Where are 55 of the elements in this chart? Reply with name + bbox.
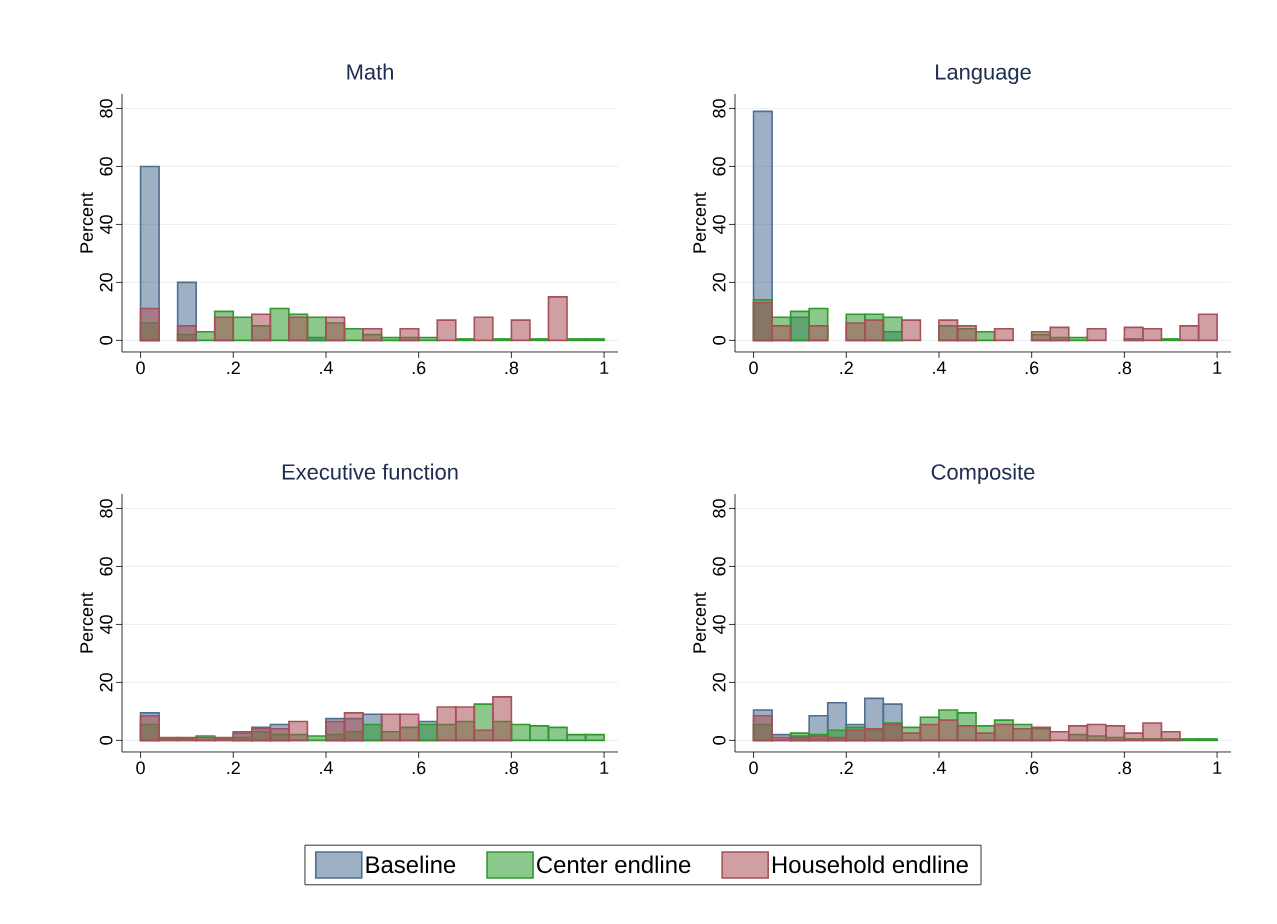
y-tick-label: 20 (99, 273, 113, 292)
y-tick-label: 20 (99, 673, 113, 692)
x-tick-label: 0 (749, 361, 758, 375)
legend-label: Household endline (772, 855, 968, 874)
x-tick-label: .4 (933, 361, 946, 374)
y-tick-label: 20 (712, 273, 726, 292)
y-tick-label: 80 (712, 499, 726, 518)
chart-title: Language (936, 64, 1031, 85)
y-axis-title: Percent (693, 192, 706, 253)
x-tick-label: .8 (1118, 361, 1132, 375)
legend-label: Center endline (537, 855, 691, 874)
x-tick-label: .6 (412, 761, 426, 775)
y-tick-label: 60 (712, 557, 726, 576)
y-tick-label: 40 (712, 215, 726, 234)
x-tick-label: .2 (840, 361, 853, 375)
x-tick-label: .2 (840, 761, 853, 775)
y-axis-title: Percent (80, 592, 93, 653)
x-tick-label: .2 (227, 361, 240, 375)
y-axis-title: Percent (693, 592, 706, 653)
chart-title: Executive function (282, 463, 458, 480)
y-tick-label: 40 (99, 215, 113, 234)
y-axis-title: Percent (80, 192, 93, 253)
x-tick-label: 1 (600, 761, 609, 774)
x-tick-label: 1 (1213, 361, 1222, 374)
y-tick-label: 0 (99, 736, 113, 745)
x-tick-label: .6 (1025, 761, 1039, 775)
y-tick-label: 60 (712, 157, 726, 176)
x-tick-label: .8 (505, 761, 519, 775)
y-tick-label: 60 (99, 557, 113, 576)
y-tick-label: 20 (712, 673, 726, 692)
y-tick-label: 60 (99, 157, 113, 176)
x-tick-label: .8 (505, 361, 519, 375)
legend-label: Baseline (366, 855, 456, 874)
chart-title: Math (347, 63, 393, 80)
y-tick-label: 80 (99, 99, 113, 118)
x-tick-label: 0 (749, 761, 758, 775)
x-tick-label: .4 (933, 761, 946, 774)
y-tick-label: 80 (99, 499, 113, 518)
y-tick-label: 0 (712, 736, 726, 745)
y-tick-label: 0 (712, 336, 726, 345)
x-tick-label: .2 (227, 761, 240, 775)
x-tick-label: 1 (600, 361, 609, 374)
x-tick-label: .8 (1118, 761, 1132, 775)
y-tick-label: 40 (712, 615, 726, 634)
x-tick-label: .6 (412, 361, 426, 375)
x-tick-label: 1 (1213, 761, 1222, 774)
y-tick-label: 40 (99, 615, 113, 634)
y-tick-label: 0 (99, 336, 113, 345)
y-tick-label: 80 (712, 99, 726, 118)
x-tick-label: 0 (136, 361, 145, 375)
x-tick-label: 0 (136, 761, 145, 775)
x-tick-label: .4 (320, 361, 333, 374)
chart-title: Composite (931, 463, 1035, 485)
x-tick-label: .4 (320, 761, 333, 774)
x-tick-label: .6 (1025, 361, 1039, 375)
